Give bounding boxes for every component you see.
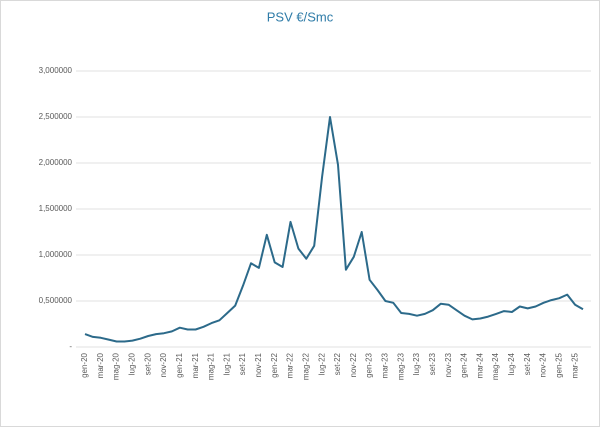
data-line — [84, 116, 584, 343]
x-tick-label: nov-24 — [539, 352, 548, 377]
x-tick-label: nov-22 — [349, 352, 358, 377]
y-tick-label: 2,500000 — [39, 112, 73, 121]
x-tick-label: set-22 — [333, 352, 342, 375]
x-tick-label: set-21 — [238, 352, 247, 375]
x-tick-label: mag-20 — [112, 352, 121, 380]
y-tick-label: 1,000000 — [39, 250, 73, 259]
x-tick-label: gen-21 — [175, 352, 184, 377]
x-tick-label: set-20 — [143, 352, 152, 375]
x-tick-label: lug-22 — [317, 352, 326, 375]
y-tick-label: 1,500000 — [39, 204, 73, 213]
x-tick-label: mar-25 — [570, 352, 579, 378]
x-tick-label: lug-24 — [507, 352, 516, 375]
x-tick-label: lug-21 — [222, 352, 231, 375]
x-tick-label: nov-21 — [254, 352, 263, 377]
x-tick-label: nov-23 — [444, 352, 453, 377]
y-tick-label: - — [69, 342, 72, 351]
x-tick-label: mar-22 — [286, 352, 295, 378]
y-tick-label: 0,500000 — [39, 296, 73, 305]
x-tick-label: gen-23 — [365, 352, 374, 377]
x-tick-label: set-23 — [428, 352, 437, 375]
x-tick-label: mag-23 — [396, 352, 405, 380]
y-tick-label: 2,000000 — [39, 158, 73, 167]
x-tick-label: mar-21 — [191, 352, 200, 378]
x-tick-label: gen-20 — [80, 352, 89, 377]
y-tick-label: 3,000000 — [39, 66, 73, 75]
x-tick-label: mag-21 — [207, 352, 216, 380]
x-tick-label: gen-24 — [460, 352, 469, 377]
x-tick-label: set-24 — [523, 352, 532, 375]
x-tick-label: mar-20 — [96, 352, 105, 378]
x-tick-label: mar-23 — [381, 352, 390, 378]
x-tick-label: mag-24 — [491, 352, 500, 380]
chart-title: PSV €/Smc — [267, 9, 334, 24]
x-tick-label: mar-24 — [475, 352, 484, 378]
x-tick-label: mag-22 — [301, 352, 310, 380]
x-tick-label: gen-25 — [554, 352, 563, 377]
x-tick-label: lug-20 — [128, 352, 137, 375]
x-tick-label: lug-23 — [412, 352, 421, 375]
x-tick-label: nov-20 — [159, 352, 168, 377]
x-tick-label: gen-22 — [270, 352, 279, 377]
